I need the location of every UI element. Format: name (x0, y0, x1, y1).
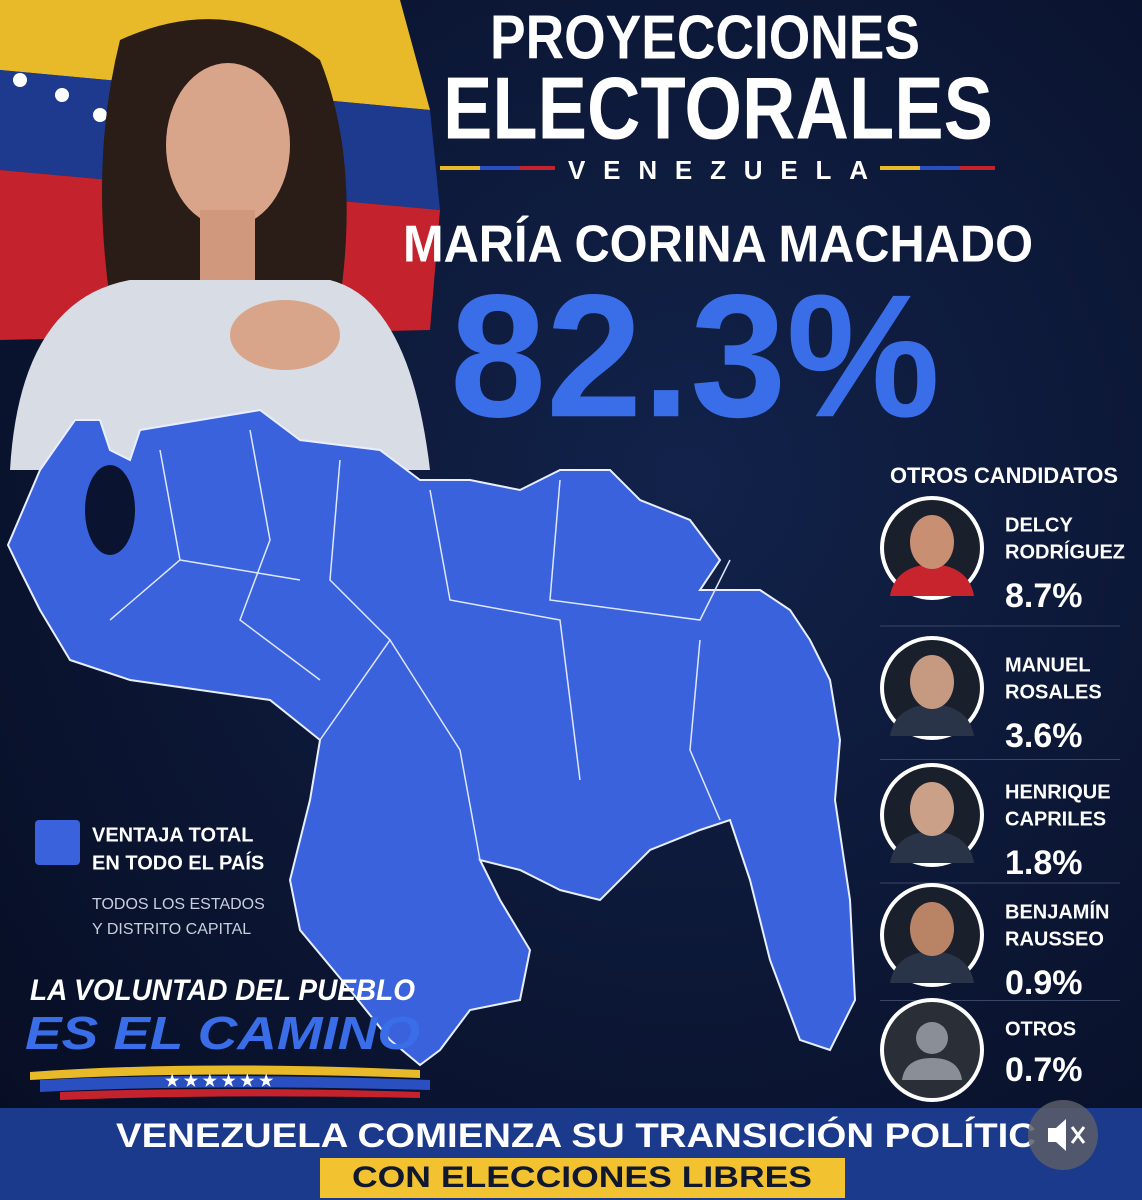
candidate-name: OTROS (1005, 1018, 1076, 1040)
footer-line2: CON ELECCIONES LIBRES (352, 1161, 812, 1194)
main-candidate-name: MARÍA CORINA MACHADO (403, 216, 1033, 274)
candidate-list: DELCY RODRÍGUEZ 8.7% MANUEL ROSALES 3.6% HENRI… (880, 496, 1125, 1102)
legend-note: Y DISTRITO CAPITAL (92, 921, 251, 938)
candidate-name: RODRÍGUEZ (1005, 540, 1125, 563)
avatar-face (910, 655, 954, 709)
candidate-percent: 3.6% (1005, 717, 1083, 755)
slogan-line2: ES EL CAMINO (25, 1007, 420, 1059)
candidate-name: BENJAMÍN (1005, 900, 1109, 923)
title-line1: PROYECCIONES (490, 3, 920, 72)
candidate-name: ROSALES (1005, 681, 1102, 703)
title-line2: ELECTORALES (443, 58, 993, 157)
slogan-line1: LA VOLUNTAD DEL PUEBLO (30, 974, 415, 1007)
mute-button[interactable] (1028, 1100, 1098, 1170)
avatar-body (890, 704, 974, 736)
others-heading: OTROS CANDIDATOS (890, 463, 1118, 488)
main-candidate-percent: 82.3% (450, 259, 940, 454)
legend-note: TODOS LOS ESTADOS (92, 896, 265, 913)
candidate-percent: 0.7% (1005, 1051, 1083, 1089)
candidate-percent: 1.8% (1005, 844, 1083, 882)
footer-line1: VENEZUELA COMIENZA SU TRANSICIÓN POLÍTIC (116, 1117, 1036, 1155)
avatar-body (890, 951, 974, 983)
candidate-percent: 0.9% (1005, 964, 1083, 1002)
candidate-name: HENRIQUE (1005, 781, 1111, 803)
title-rules (440, 166, 995, 170)
candidate-name: DELCY (1005, 514, 1073, 536)
avatar-face (910, 515, 954, 569)
candidate-name: RAUSSEO (1005, 928, 1104, 950)
subtitle: VENEZUELA (568, 155, 868, 185)
candidate-name: CAPRILES (1005, 808, 1106, 830)
avatar-body (890, 831, 974, 863)
avatar-body (890, 564, 974, 596)
legend-label: EN TODO EL PAÍS (92, 851, 264, 874)
legend-label: VENTAJA TOTAL (92, 824, 253, 846)
candidate-name: MANUEL (1005, 654, 1091, 676)
legend-swatch (35, 820, 80, 865)
candidate-percent: 8.7% (1005, 577, 1083, 615)
portrait (10, 19, 430, 470)
avatar-face (916, 1022, 948, 1054)
avatar-face (910, 782, 954, 836)
map (6, 408, 857, 1067)
footer-highlight (320, 1158, 845, 1198)
avatar-body (902, 1058, 962, 1080)
avatar-face (910, 902, 954, 956)
brush-flag: ★ ★ ★ ★ ★ ★ (30, 1065, 430, 1100)
svg-text:★ ★ ★ ★ ★ ★: ★ ★ ★ ★ ★ ★ (165, 1073, 274, 1090)
